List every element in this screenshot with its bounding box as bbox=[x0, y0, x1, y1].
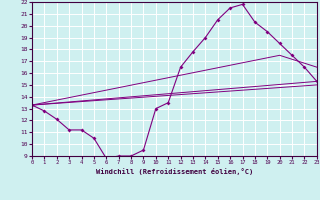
X-axis label: Windchill (Refroidissement éolien,°C): Windchill (Refroidissement éolien,°C) bbox=[96, 168, 253, 175]
